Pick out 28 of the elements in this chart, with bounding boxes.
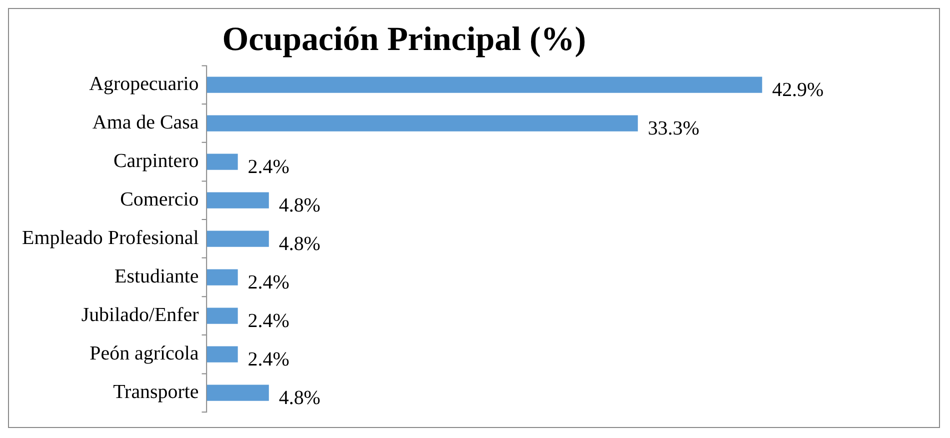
- y-tick-label: Estudiante: [114, 266, 199, 288]
- data-label: 2.4%: [248, 156, 290, 178]
- chart-title: Ocupación Principal (%): [222, 21, 586, 58]
- y-tick-label: Agropecuario: [89, 73, 199, 95]
- data-label: 42.9%: [772, 79, 824, 101]
- data-label: 4.8%: [278, 194, 320, 216]
- bar: [206, 76, 762, 93]
- data-label: 2.4%: [248, 310, 290, 332]
- bar: [206, 384, 269, 401]
- y-tick-label: Comercio: [120, 188, 199, 211]
- bar: [206, 346, 238, 362]
- y-tick-label: Carpintero: [113, 150, 199, 172]
- data-label: 2.4%: [248, 348, 290, 371]
- y-tick-label: Jubilado/Enfer: [81, 304, 200, 326]
- y-tick-label: Empleado Profesional: [22, 227, 200, 250]
- data-label: 4.8%: [278, 387, 320, 410]
- bar: [206, 115, 638, 132]
- bar: [206, 230, 269, 247]
- bar: [206, 308, 238, 324]
- bar: [206, 154, 238, 170]
- y-tick-label: Peón agrícola: [90, 342, 199, 365]
- y-tick-label: Ama de Casa: [92, 112, 199, 134]
- bar: [206, 269, 238, 286]
- data-label: 4.8%: [278, 233, 320, 255]
- bar: [206, 192, 269, 208]
- data-label: 33.3%: [648, 118, 700, 140]
- data-label: 2.4%: [248, 272, 290, 294]
- y-tick-label: Transporte: [113, 381, 199, 404]
